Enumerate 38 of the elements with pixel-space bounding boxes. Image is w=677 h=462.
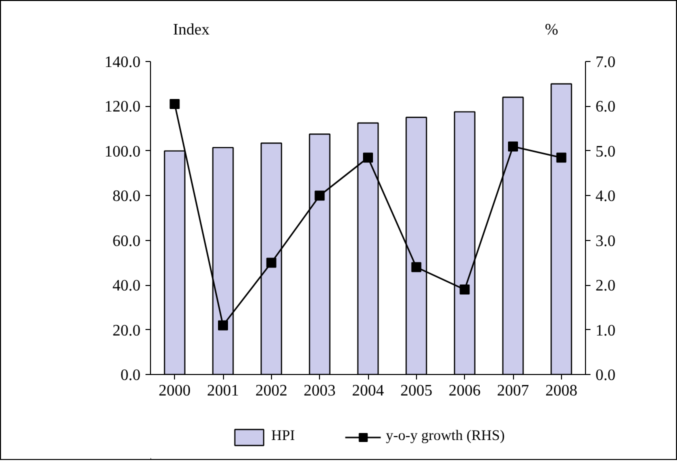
y-tick-label: 60.0 [112,232,140,250]
y2-tick-label: 5.0 [596,143,616,160]
point [218,320,228,330]
x-tick-label: 2004 [352,382,384,400]
y2-axis-title: % [544,22,558,38]
point [170,98,180,109]
y-axis-title: Index [173,22,210,38]
y-tick-label: 40.0 [112,278,140,295]
y-tick-label: 140.0 [104,54,140,71]
x-tick-label: 2007 [497,382,529,400]
legend-label: y-o-y growth (RHS) [386,428,505,445]
y-tick-label: 0.0 [120,367,140,384]
x-tick-label: 2000 [158,382,191,400]
y2-tick-label: 6.0 [596,98,616,116]
point [411,262,422,272]
y2-tick-label: 3.0 [596,232,616,250]
x-tick-label: 2003 [304,382,336,400]
x-tick-label: 2002 [255,382,288,400]
y-tick-label: 20.0 [112,322,140,340]
x-tick-label: 2008 [545,382,578,400]
x-tick-label: 2006 [448,382,481,400]
point [508,141,518,152]
legend-label: HPI [271,428,295,445]
y-tick-label: 120.0 [104,98,140,116]
y2-tick-label: 1.0 [596,322,616,340]
point [556,152,566,163]
y2-tick-label: 7.0 [596,54,616,71]
y-tick-label: 100.0 [104,143,140,160]
point [363,152,373,163]
point [314,190,325,201]
y2-tick-label: 0.0 [596,367,616,384]
x-tick-label: 2005 [400,382,432,400]
point [460,284,470,295]
x-tick-label: 2001 [207,382,239,400]
y-tick-label: 80.0 [112,188,140,206]
y2-tick-label: 2.0 [596,278,616,295]
y2-tick-label: 4.0 [596,188,616,206]
point [266,258,276,268]
